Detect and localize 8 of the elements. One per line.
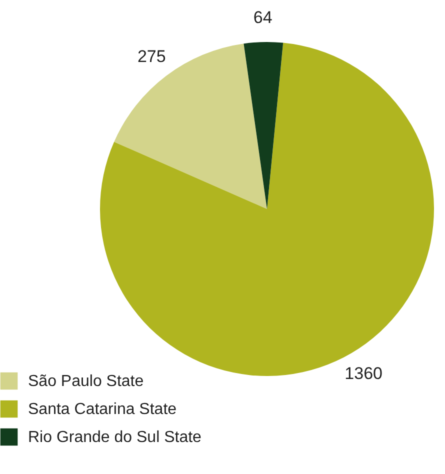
data-label: 275 <box>137 46 166 66</box>
legend-label: São Paulo State <box>28 373 144 390</box>
legend-label: Rio Grande do Sul State <box>28 429 202 446</box>
legend-label: Santa Catarina State <box>28 401 177 418</box>
pie-slice <box>244 42 284 209</box>
pie-slice <box>114 44 267 209</box>
data-label: 1360 <box>344 364 382 383</box>
data-label: 64 <box>253 8 272 28</box>
